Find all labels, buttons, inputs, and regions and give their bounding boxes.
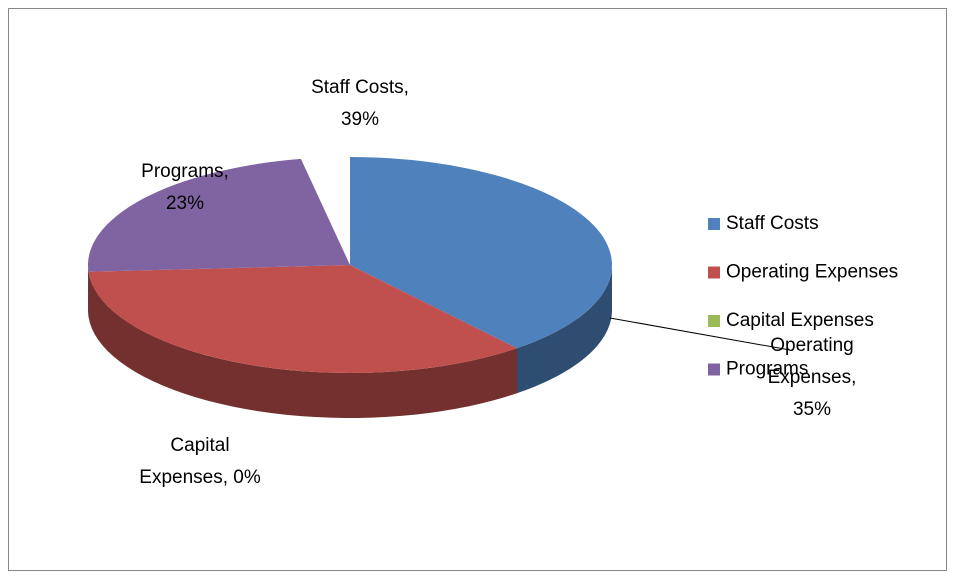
pie-slice <box>88 158 350 272</box>
data-label: 39% <box>341 109 379 130</box>
legend-label: Programs <box>726 359 808 380</box>
legend-swatch <box>708 266 720 279</box>
data-label: 23% <box>166 193 204 214</box>
legend-label: Operating Expenses <box>726 262 898 283</box>
data-label: 35% <box>793 399 831 420</box>
pie-side <box>88 265 89 317</box>
legend-label: Capital Expenses <box>726 310 874 331</box>
data-label: Expenses, 0% <box>139 467 261 488</box>
pie-slice <box>88 265 518 374</box>
legend-label: Staff Costs <box>726 213 819 234</box>
data-label: Operating <box>770 335 853 356</box>
legend-swatch <box>708 363 720 376</box>
pie-side <box>517 265 612 394</box>
data-label: Staff Costs, <box>311 77 409 98</box>
pie-slice <box>350 157 612 349</box>
leader-line <box>609 317 791 351</box>
data-label: Expenses, <box>768 367 857 388</box>
legend-swatch <box>708 218 720 230</box>
data-label: Capital <box>170 435 229 456</box>
pie-side <box>88 271 518 418</box>
data-label: Programs, <box>141 161 229 182</box>
legend-swatch <box>708 315 720 327</box>
